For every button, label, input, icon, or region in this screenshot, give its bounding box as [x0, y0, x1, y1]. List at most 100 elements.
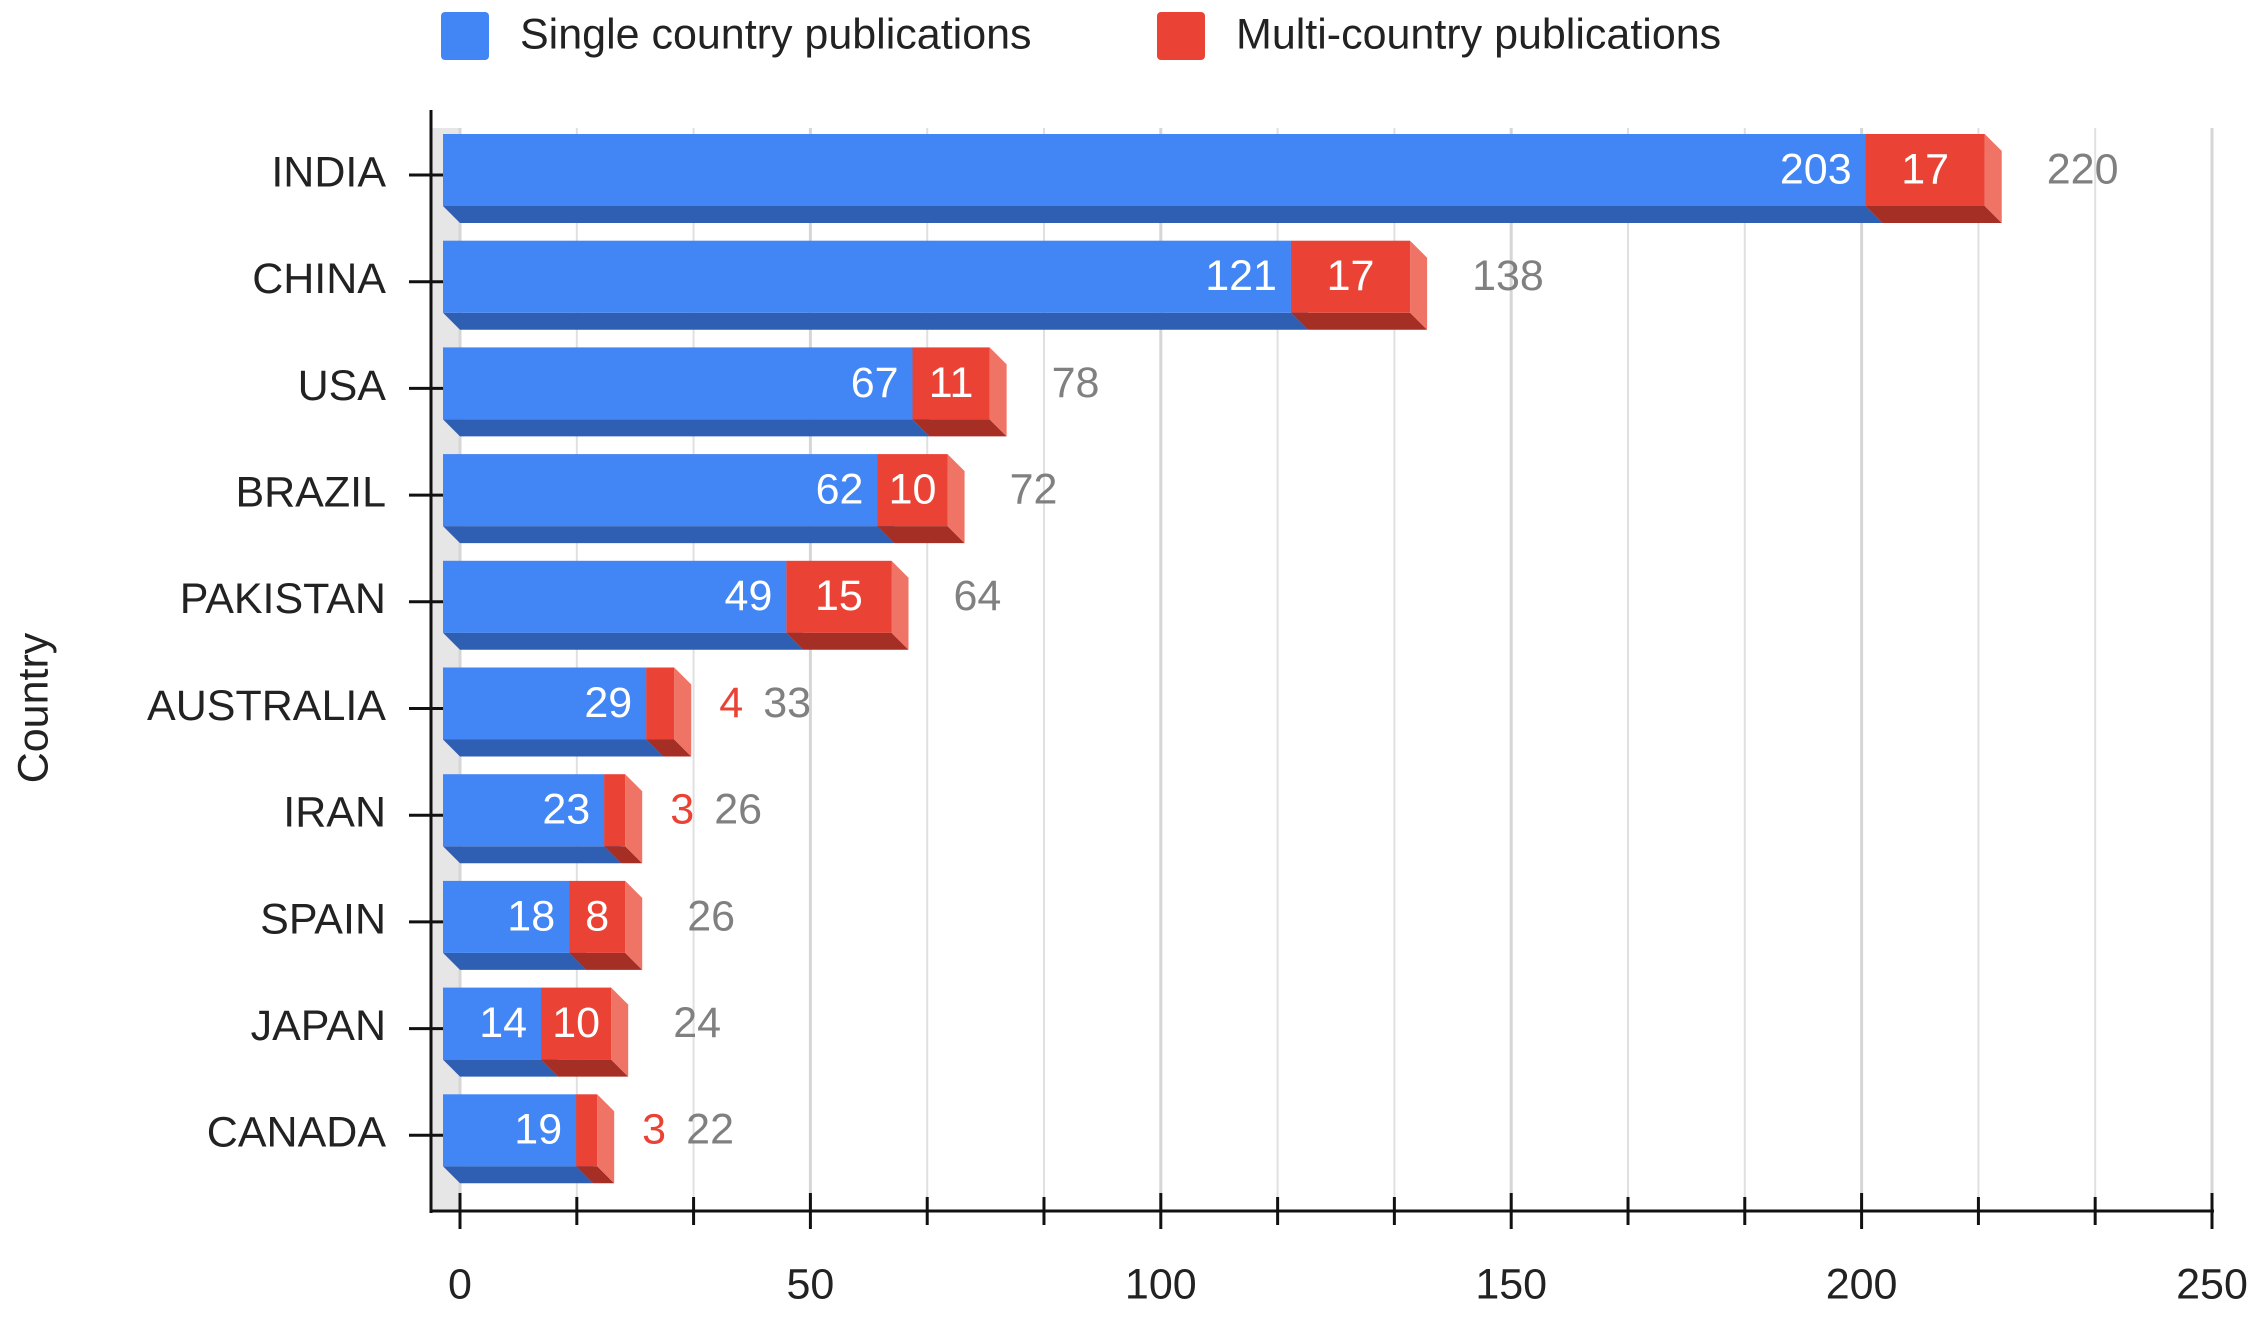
bar [443, 667, 647, 740]
bar-side [674, 667, 692, 757]
x-tick-label: 50 [786, 1260, 834, 1308]
bar [1865, 134, 1985, 206]
bar-label: 67 [851, 359, 899, 407]
bar-side [947, 454, 965, 544]
bar-side [597, 1094, 615, 1184]
bar-side [625, 880, 643, 970]
total-label: 33 [763, 679, 811, 727]
total-label: 78 [1052, 359, 1100, 407]
y-axis-title: Country [9, 632, 57, 783]
bar [443, 454, 878, 527]
total-label: 24 [673, 999, 721, 1047]
bar-label-outside: 3 [642, 1106, 666, 1154]
y-tick-label: AUSTRALIA [147, 682, 386, 730]
bar-bottom [576, 1166, 615, 1184]
bar-bottom [786, 632, 909, 650]
y-tick-label: USA [298, 362, 387, 410]
bar-bottom [443, 739, 664, 757]
x-tick-label: 200 [1826, 1260, 1898, 1308]
bar-bottom [877, 526, 965, 544]
bar-bottom [443, 1166, 594, 1184]
y-tick-label: PAKISTAN [180, 575, 386, 623]
bar [786, 560, 892, 633]
total-label: 138 [1472, 252, 1544, 300]
legend-swatch [441, 12, 489, 60]
bar-bottom [569, 952, 643, 970]
bar [877, 454, 948, 527]
bar-label: 14 [479, 999, 527, 1047]
bar [443, 347, 913, 420]
bar-label: 29 [584, 679, 632, 727]
bar-label-outside: 4 [719, 679, 743, 727]
bar-label: 121 [1205, 252, 1277, 300]
bar [443, 1094, 577, 1167]
bar-side [625, 774, 643, 864]
bar-label: 203 [1780, 145, 1852, 193]
bar-side [1984, 134, 2002, 223]
bar-bottom [443, 419, 930, 437]
bar-label: 17 [1327, 252, 1375, 300]
bar [443, 134, 1866, 206]
legend-label: Single country publications [520, 10, 1032, 58]
bar-side [1410, 240, 1428, 330]
bar-bottom [443, 1059, 559, 1077]
bar-label: 19 [514, 1106, 562, 1154]
x-tick-label: 150 [1475, 1260, 1547, 1308]
x-tick-label: 250 [2176, 1260, 2248, 1308]
bar-bottom [443, 206, 1883, 223]
total-label: 64 [954, 572, 1002, 620]
bar-label: 10 [552, 999, 600, 1047]
y-tick-label: BRAZIL [235, 468, 386, 516]
bar [443, 774, 605, 847]
x-tick-label: 100 [1125, 1260, 1197, 1308]
bar-bottom [443, 846, 622, 864]
legend-swatch [1157, 12, 1205, 60]
bar-bottom [443, 952, 587, 970]
total-label: 72 [1010, 465, 1058, 513]
bar-bottom [646, 739, 692, 757]
bar-label: 11 [929, 359, 974, 407]
y-tick-label: JAPAN [251, 1002, 386, 1050]
bar-label: 8 [585, 892, 609, 940]
bar [443, 240, 1291, 313]
bar-bottom [1865, 206, 2002, 223]
bar-bottom [541, 1059, 629, 1077]
bar-bottom [443, 312, 1308, 330]
bar [443, 560, 787, 633]
bar-bottom [912, 419, 1007, 437]
y-tick-label: INDIA [271, 148, 386, 196]
bar-label-outside: 3 [670, 786, 694, 834]
legend-label: Multi-country publications [1236, 10, 1721, 58]
bar [569, 880, 626, 953]
bar-label: 17 [1901, 145, 1949, 193]
bar [541, 987, 612, 1060]
total-label: 26 [714, 786, 762, 834]
bar [604, 774, 626, 847]
bar-label: 62 [816, 465, 864, 513]
bar-label: 15 [815, 572, 863, 620]
bar-bottom [443, 526, 895, 544]
bar [646, 667, 675, 740]
bar-bottom [1290, 312, 1428, 330]
bar-side [989, 347, 1007, 437]
y-tick-label: IRAN [283, 789, 386, 837]
x-tick-label: 0 [448, 1260, 472, 1308]
bar-bottom [604, 846, 643, 864]
bar-label: 49 [725, 572, 773, 620]
bar [443, 987, 542, 1060]
bar-label: 18 [507, 892, 555, 940]
bar-label: 10 [889, 465, 937, 513]
bar [1290, 240, 1411, 313]
bar-bottom [443, 632, 804, 650]
bar-side [891, 560, 909, 650]
total-label: 22 [686, 1106, 734, 1154]
bar [443, 880, 570, 953]
total-label: 220 [2047, 145, 2119, 193]
bar [576, 1094, 598, 1167]
bar [912, 347, 990, 420]
y-tick-label: CHINA [252, 255, 386, 303]
y-tick-label: SPAIN [260, 895, 386, 943]
total-label: 26 [687, 892, 735, 940]
